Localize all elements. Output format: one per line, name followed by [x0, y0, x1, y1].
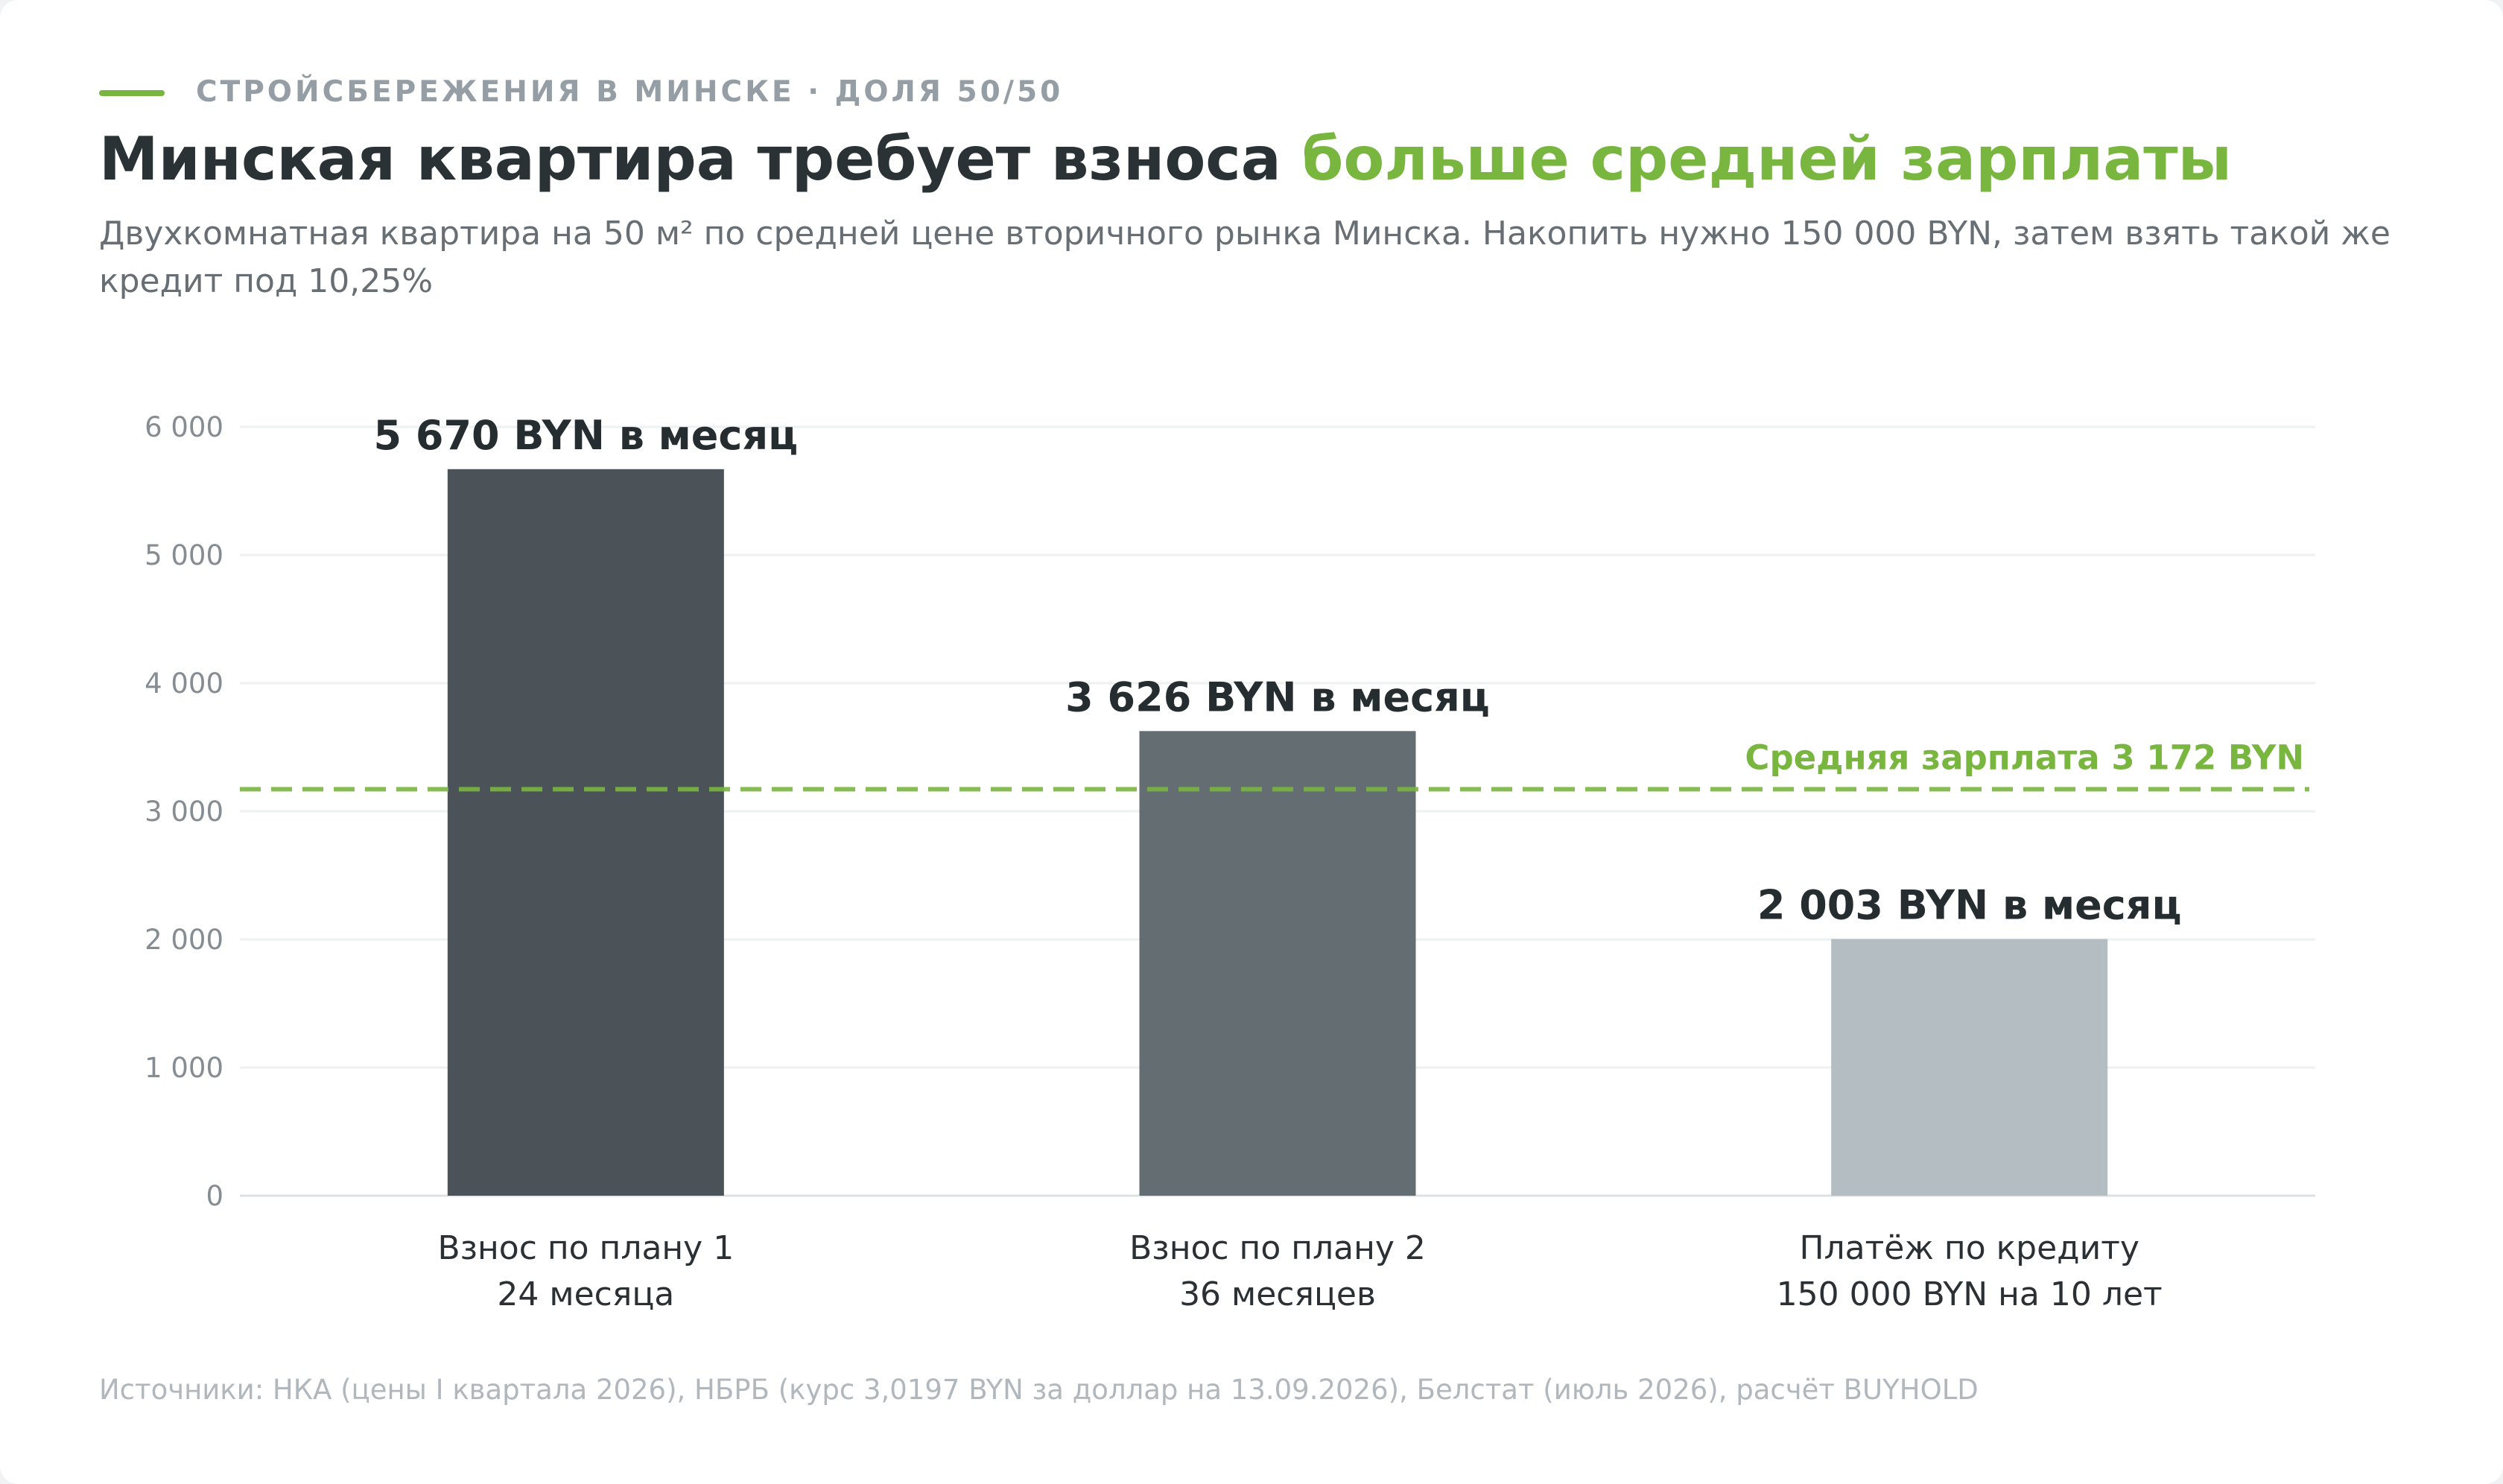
bar — [447, 469, 724, 1196]
bar-value-label: 5 670 BYN в месяц — [374, 412, 799, 459]
chart-subtitle: Двухкомнатная квартира на 50 м² по средн… — [99, 215, 2391, 300]
category-label: 36 месяцев — [1179, 1275, 1376, 1313]
chart-title: Минская квартира требует взноса больше с… — [99, 119, 2232, 200]
category-label: Взнос по плану 2 — [1129, 1229, 1426, 1267]
bar — [1831, 939, 2108, 1196]
y-tick-label: 2 000 — [145, 924, 223, 956]
title-main: Минская квартира требует взноса — [99, 124, 1281, 194]
bar-value-label: 2 003 BYN в месяц — [1757, 881, 2182, 928]
y-tick-label: 4 000 — [145, 668, 223, 700]
category-label: Взнос по плану 1 — [437, 1229, 734, 1267]
y-tick-label: 6 000 — [145, 411, 223, 443]
category-label: Платёж по кредиту — [1799, 1229, 2139, 1267]
kicker-accent-line — [99, 90, 165, 96]
bar-value-label: 3 626 BYN в месяц — [1065, 673, 1490, 720]
category-label: 150 000 BYN на 10 лет — [1777, 1275, 2163, 1313]
y-tick-label: 3 000 — [145, 796, 223, 828]
title-accent: больше средней зарплаты — [1301, 124, 2232, 194]
y-tick-label: 5 000 — [145, 539, 223, 571]
average-salary-label: Средняя зарплата 3 172 BYN — [1745, 738, 2304, 777]
y-tick-label: 0 — [206, 1180, 223, 1212]
kicker-text: СТРОЙСБЕРЕЖЕНИЯ В МИНСКЕ · ДОЛЯ 50/50 — [196, 75, 1064, 109]
bar — [1139, 731, 1416, 1196]
category-label: 24 месяца — [497, 1275, 674, 1313]
y-tick-label: 1 000 — [145, 1052, 223, 1084]
source-note: Источники: НКА (цены I квартала 2026), Н… — [99, 1374, 1979, 1406]
